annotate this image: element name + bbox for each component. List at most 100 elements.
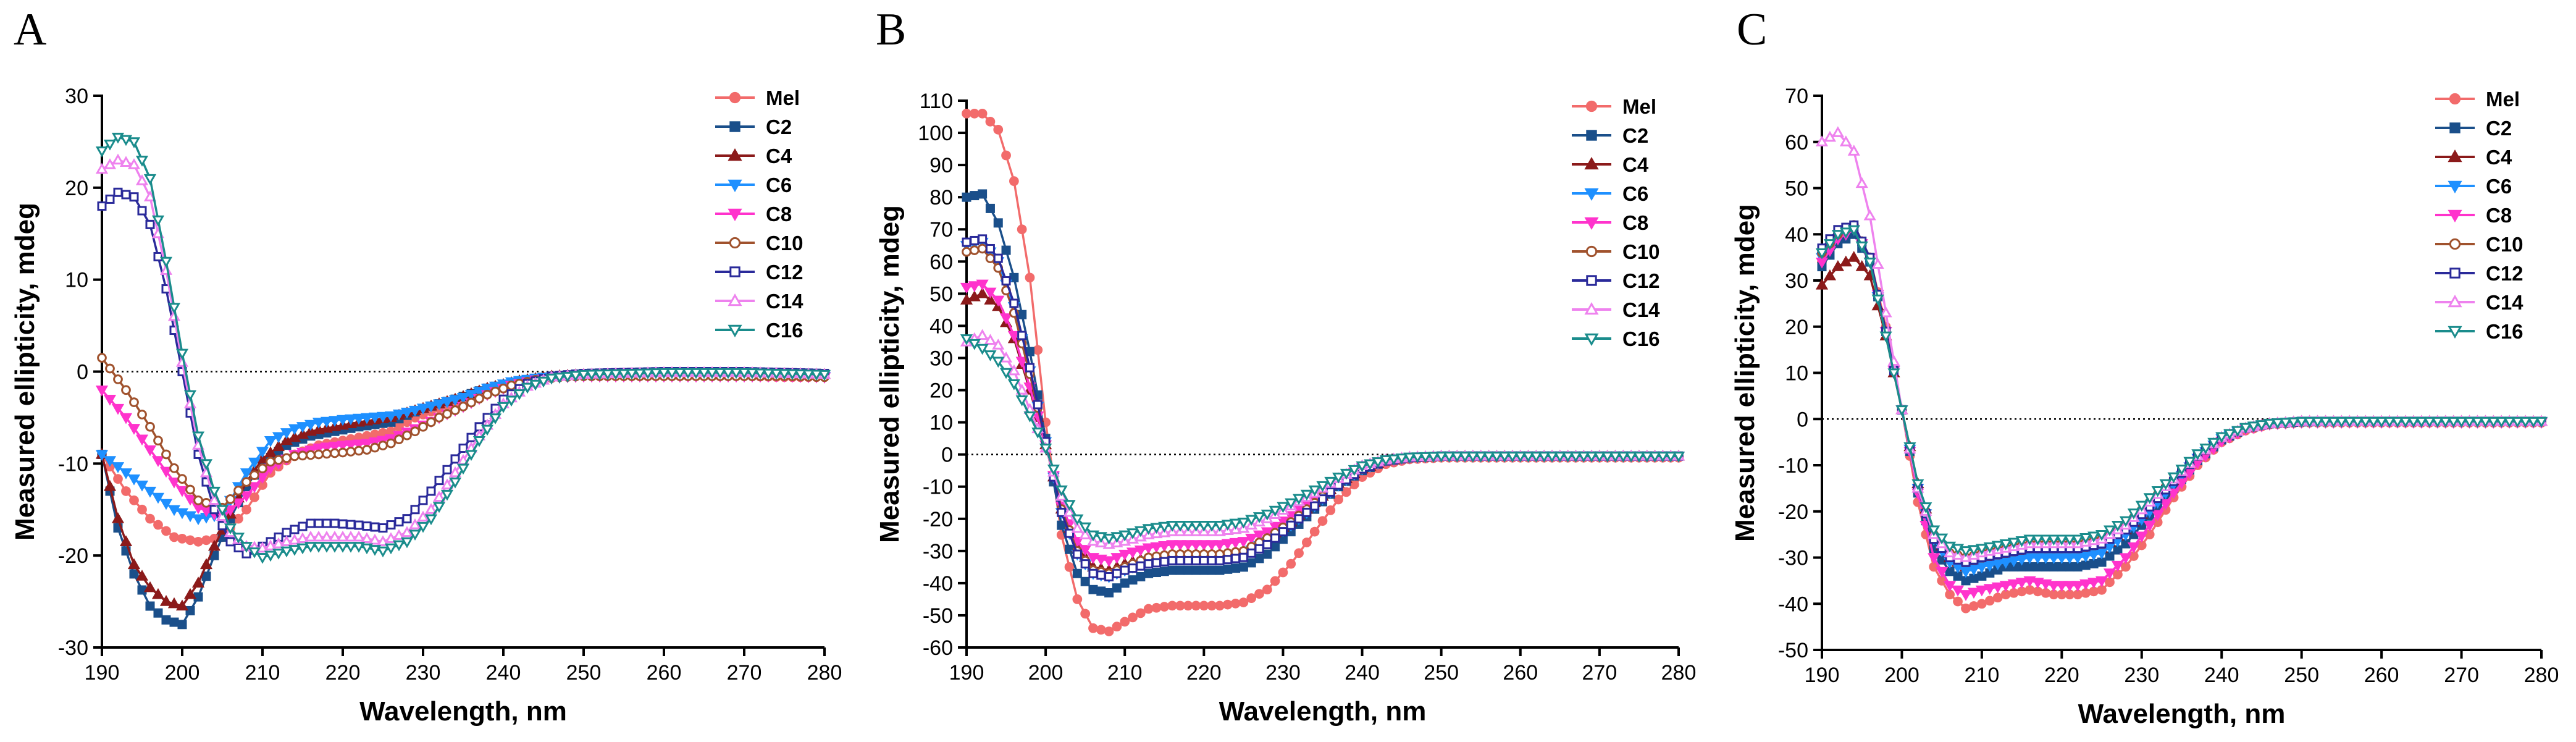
data-point — [1585, 452, 1598, 463]
data-point — [2049, 562, 2058, 571]
data-point — [183, 390, 197, 402]
data-point — [1057, 507, 1067, 517]
data-point — [2031, 553, 2044, 565]
y-tick-label: -30 — [923, 540, 953, 563]
data-point — [625, 369, 639, 380]
data-point — [1159, 557, 1169, 567]
legend-marker — [1585, 245, 1598, 258]
legend-label: Mel — [1622, 95, 1656, 118]
data-point — [1815, 248, 1829, 259]
data-point — [778, 369, 791, 381]
data-point — [962, 192, 971, 202]
data-point — [103, 395, 117, 406]
data-point — [993, 253, 1003, 263]
legend-item-c4: C4 — [1572, 153, 1649, 176]
data-point — [553, 373, 566, 384]
data-point — [312, 443, 325, 455]
data-point — [1992, 592, 2003, 603]
data-point — [103, 480, 117, 491]
legend-item-c4: C4 — [715, 145, 792, 167]
legend-label: C12 — [766, 261, 803, 284]
data-point — [1569, 452, 1582, 463]
data-point — [786, 369, 799, 381]
data-point — [225, 537, 235, 547]
series-line — [966, 238, 1679, 578]
data-point — [384, 543, 398, 555]
data-point — [1079, 545, 1092, 556]
data-point — [2263, 418, 2276, 430]
data-point — [312, 530, 325, 542]
data-point — [1207, 565, 1217, 575]
data-point — [129, 397, 139, 407]
data-point — [2111, 521, 2125, 532]
y-tick-label: 90 — [929, 154, 953, 177]
data-point — [1443, 452, 1456, 463]
data-point — [482, 389, 492, 400]
data-point — [2159, 479, 2172, 491]
data-point — [1213, 540, 1227, 551]
y-tick-label: -60 — [923, 636, 953, 660]
data-point — [175, 508, 189, 520]
data-point — [1191, 565, 1201, 575]
data-point — [1427, 452, 1440, 463]
data-point — [2495, 416, 2508, 428]
data-point — [440, 478, 454, 490]
data-point — [386, 520, 396, 530]
data-point — [418, 495, 428, 505]
data-point — [1863, 257, 1876, 269]
data-point — [2103, 525, 2117, 537]
legend-marker — [728, 148, 742, 161]
data-point — [2239, 423, 2252, 434]
data-point — [320, 442, 334, 454]
data-point — [1072, 568, 1082, 578]
data-point — [2439, 416, 2452, 428]
data-point — [2135, 500, 2148, 512]
legend-marker — [1584, 301, 1599, 315]
data-point — [1672, 452, 1685, 463]
data-point — [368, 533, 382, 545]
data-point — [1151, 568, 1161, 578]
data-point — [689, 368, 703, 379]
legend-item-c8: C8 — [2435, 204, 2512, 227]
data-point — [2047, 581, 2060, 592]
x-tick-label: 230 — [1265, 661, 1301, 685]
data-point — [2079, 551, 2092, 563]
data-point — [111, 512, 125, 523]
data-point — [2271, 418, 2284, 429]
data-point — [1134, 545, 1147, 557]
data-point — [1545, 452, 1559, 463]
data-point — [1262, 584, 1272, 595]
data-point — [2351, 416, 2364, 428]
data-point — [169, 617, 179, 627]
data-point — [1229, 518, 1242, 530]
data-point — [1064, 562, 1075, 572]
legend-item-c6: C6 — [715, 174, 792, 196]
data-point — [960, 293, 973, 305]
data-point — [2047, 534, 2060, 546]
legend-marker — [729, 237, 741, 249]
data-point — [312, 423, 325, 434]
data-point — [1823, 239, 1837, 250]
data-point — [1294, 514, 1304, 524]
y-tick-label: -20 — [923, 508, 953, 531]
data-point — [2039, 579, 2052, 591]
legend-item-c2: C2 — [715, 116, 792, 138]
data-point — [1199, 555, 1209, 565]
data-point — [233, 486, 243, 495]
data-point — [225, 494, 235, 504]
data-point — [1245, 533, 1258, 545]
data-point — [185, 605, 195, 615]
data-point — [153, 520, 163, 530]
data-point — [601, 369, 615, 381]
data-point — [665, 368, 679, 379]
data-point — [199, 558, 213, 570]
data-point — [298, 521, 308, 531]
data-point — [2479, 416, 2492, 428]
data-point — [992, 356, 1005, 368]
data-point — [169, 463, 179, 473]
data-point — [1198, 540, 1210, 551]
data-point — [191, 431, 205, 443]
data-point — [1325, 505, 1336, 515]
data-point — [1173, 521, 1186, 532]
data-point — [360, 413, 374, 424]
